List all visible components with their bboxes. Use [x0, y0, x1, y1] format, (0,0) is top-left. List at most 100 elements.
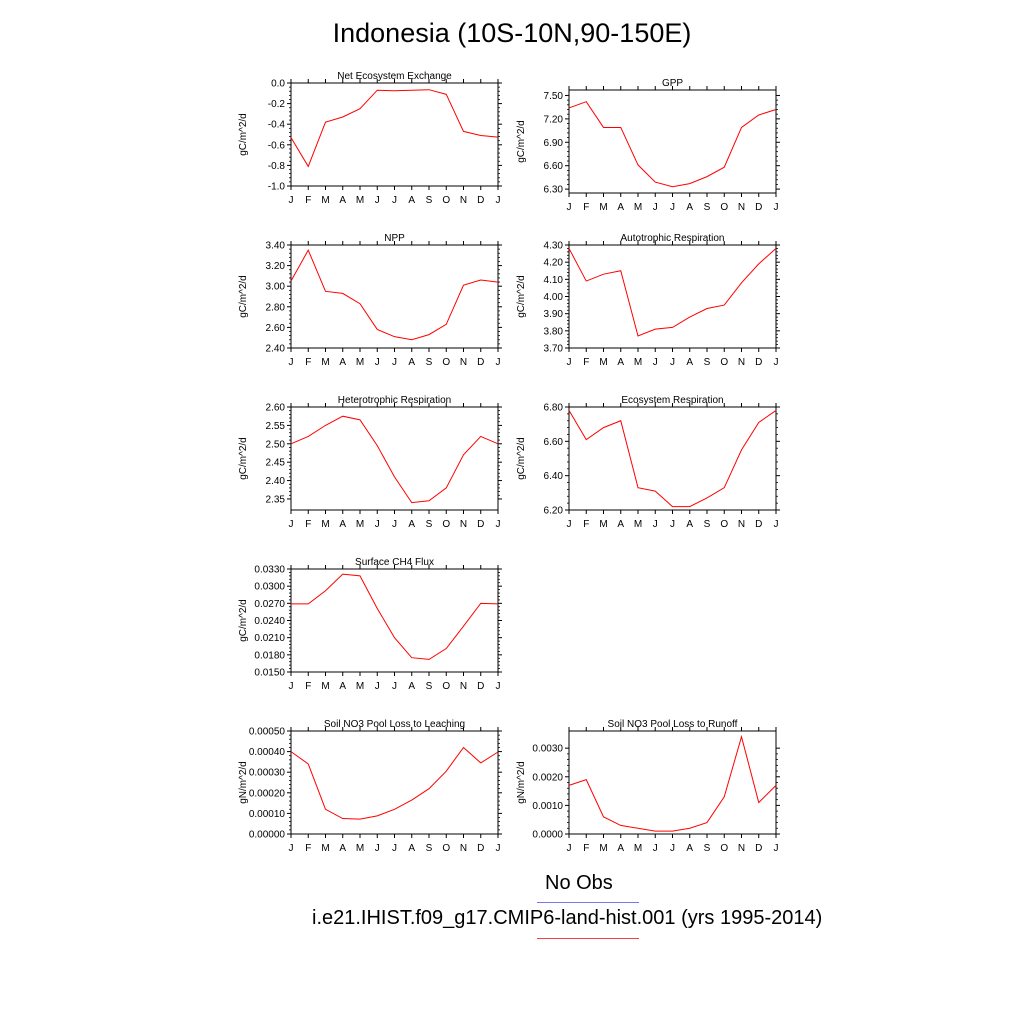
x-tick-label: J — [392, 195, 397, 206]
x-tick-label: J — [375, 843, 380, 854]
panel-title: Soil NO3 Pool Loss to Runoff — [608, 719, 738, 730]
x-tick-label: M — [356, 681, 364, 692]
x-tick-label: J — [375, 357, 380, 368]
y-tick-label: -0.2 — [268, 99, 286, 110]
y-axis-label: gC/m^2/d — [238, 113, 249, 156]
y-axis-label: gN/m^2/d — [238, 761, 249, 804]
x-tick-label: D — [755, 843, 762, 854]
x-tick-label: M — [599, 357, 607, 368]
x-tick-label: O — [442, 843, 450, 854]
y-tick-label: 0.0010 — [532, 801, 563, 812]
series-line — [290, 746, 499, 820]
x-tick-label: J — [496, 519, 501, 530]
legend-model-label: i.e21.IHIST.f09_g17.CMIP6-land-hist.001 … — [312, 907, 823, 929]
x-tick-label: F — [305, 195, 311, 206]
x-tick-label: A — [686, 357, 693, 368]
x-tick-label: J — [289, 519, 294, 530]
x-tick-label: A — [686, 843, 693, 854]
y-tick-label: 0.0030 — [532, 744, 563, 755]
x-tick-label: A — [408, 843, 415, 854]
x-tick-label: J — [670, 357, 675, 368]
x-tick-label: A — [339, 357, 346, 368]
x-tick-label: O — [720, 519, 728, 530]
y-tick-label: 0.00010 — [249, 809, 286, 820]
x-tick-label: J — [774, 202, 779, 213]
y-tick-label: 0.00020 — [249, 788, 286, 799]
x-tick-label: S — [704, 357, 711, 368]
plot-frame — [290, 568, 499, 673]
x-tick-label: N — [460, 843, 467, 854]
x-tick-label: F — [305, 519, 311, 530]
x-tick-label: S — [426, 843, 433, 854]
y-tick-label: 0.0180 — [254, 650, 285, 661]
x-tick-label: J — [567, 357, 572, 368]
x-tick-label: O — [442, 519, 450, 530]
y-tick-label: 6.30 — [544, 185, 564, 196]
legend-obs-line — [537, 902, 639, 903]
y-tick-label: 0.0210 — [254, 633, 285, 644]
y-tick-label: 7.50 — [544, 91, 564, 102]
panel-title: Ecosystem Respiration — [621, 395, 723, 406]
y-tick-label: 6.60 — [544, 437, 564, 448]
y-tick-label: 2.60 — [266, 403, 286, 414]
y-tick-label: 3.20 — [266, 261, 286, 272]
y-axis-label: gC/m^2/d — [516, 120, 527, 163]
x-tick-label: J — [496, 357, 501, 368]
x-tick-label: M — [356, 843, 364, 854]
plot-frame — [290, 82, 499, 187]
x-tick-label: M — [599, 202, 607, 213]
plot-frame — [290, 244, 499, 349]
y-tick-label: 2.35 — [266, 494, 286, 505]
y-tick-label: -0.8 — [268, 161, 286, 172]
x-tick-label: M — [321, 519, 329, 530]
x-tick-label: N — [738, 202, 745, 213]
x-tick-label: N — [460, 357, 467, 368]
x-tick-label: J — [496, 195, 501, 206]
y-tick-label: 2.40 — [266, 476, 286, 487]
y-tick-label: 6.20 — [544, 506, 564, 517]
y-tick-label: 4.10 — [544, 275, 564, 286]
x-tick-label: F — [583, 843, 589, 854]
x-tick-label: M — [599, 843, 607, 854]
y-axis-label: gC/m^2/d — [238, 275, 249, 318]
x-tick-label: A — [686, 519, 693, 530]
y-tick-label: 2.60 — [266, 323, 286, 334]
y-tick-label: 0.0270 — [254, 599, 285, 610]
x-tick-label: F — [305, 681, 311, 692]
y-axis-label: gN/m^2/d — [516, 761, 527, 804]
x-tick-label: J — [653, 202, 658, 213]
x-tick-label: M — [321, 357, 329, 368]
x-tick-label: A — [617, 843, 624, 854]
x-tick-label: J — [774, 843, 779, 854]
y-tick-label: 2.80 — [266, 302, 286, 313]
x-tick-label: S — [704, 843, 711, 854]
x-tick-label: J — [670, 843, 675, 854]
y-tick-label: 2.45 — [266, 458, 286, 469]
x-tick-label: M — [321, 843, 329, 854]
x-tick-label: D — [477, 519, 484, 530]
plot-frame — [568, 730, 777, 835]
x-tick-label: F — [305, 357, 311, 368]
x-tick-label: N — [738, 519, 745, 530]
x-tick-label: J — [392, 519, 397, 530]
x-tick-label: O — [720, 357, 728, 368]
plot-frame — [290, 406, 499, 511]
x-tick-label: J — [289, 195, 294, 206]
x-tick-label: J — [392, 843, 397, 854]
x-tick-label: J — [496, 843, 501, 854]
y-tick-label: 4.20 — [544, 258, 564, 269]
x-tick-label: A — [339, 681, 346, 692]
x-tick-label: A — [408, 357, 415, 368]
x-tick-label: F — [583, 202, 589, 213]
y-axis-label: gC/m^2/d — [516, 437, 527, 480]
x-tick-label: N — [460, 195, 467, 206]
y-tick-label: 0.0150 — [254, 668, 285, 679]
series-line — [568, 248, 777, 337]
figure-title: Indonesia (10S-10N,90-150E) — [332, 18, 692, 48]
plot-frame — [290, 730, 499, 835]
y-tick-label: 0.0330 — [254, 565, 285, 576]
x-tick-label: S — [426, 519, 433, 530]
x-tick-label: D — [477, 357, 484, 368]
y-tick-label: 3.40 — [266, 241, 286, 252]
